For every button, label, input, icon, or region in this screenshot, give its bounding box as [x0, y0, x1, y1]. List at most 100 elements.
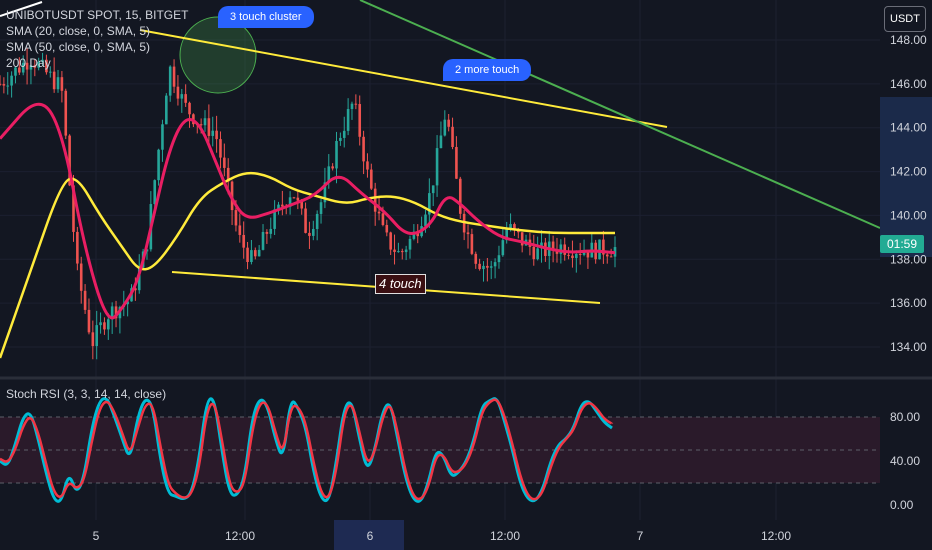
- candle-body: [41, 59, 44, 63]
- candle-body: [520, 232, 524, 246]
- candle-body: [455, 146, 458, 179]
- candle-body: [424, 214, 427, 227]
- candle-body: [6, 85, 10, 87]
- time-axis-highlight: [334, 520, 404, 550]
- candle-body: [45, 59, 48, 73]
- candle-body: [315, 213, 319, 230]
- candle-body: [2, 84, 6, 86]
- candle-body: [292, 197, 296, 199]
- sma20-legend[interactable]: SMA (20, close, 0, SMA, 5): [6, 24, 151, 38]
- candle-body: [493, 262, 497, 267]
- price-tick-label: 138.00: [890, 252, 927, 266]
- candle-body: [188, 102, 191, 115]
- candle-body: [199, 124, 203, 126]
- time-tick-label: 12:00: [761, 529, 791, 543]
- candle-body: [447, 119, 450, 127]
- candle-body: [253, 250, 257, 257]
- candle-body: [87, 309, 91, 333]
- sma-fast-line: [0, 102, 616, 320]
- candle-body: [261, 231, 265, 250]
- candle-body: [486, 265, 489, 268]
- candle-body: [25, 62, 29, 70]
- price-axis-highlight: [880, 97, 932, 257]
- more-touch-annotation[interactable]: 2 more touch: [443, 59, 532, 81]
- price-tick-label: 142.00: [890, 165, 927, 179]
- candle-body: [578, 253, 582, 255]
- candle-body: [134, 288, 137, 291]
- candle-body: [385, 225, 389, 233]
- symbol-title[interactable]: UNIBOTUSDT SPOT, 15, BITGET: [6, 8, 189, 22]
- candle-body: [33, 65, 37, 68]
- currency-button[interactable]: USDT: [884, 6, 926, 32]
- candle-body: [350, 103, 354, 110]
- candle-body: [126, 301, 129, 305]
- candle-body: [95, 325, 98, 347]
- candle-body: [497, 255, 501, 263]
- candle-body: [451, 126, 454, 147]
- day200-legend[interactable]: 200 Day: [6, 56, 51, 70]
- candle-body: [312, 229, 315, 236]
- candle-body: [269, 228, 273, 234]
- candle-body: [215, 130, 218, 140]
- candle-body: [354, 103, 358, 105]
- candle-body: [443, 119, 447, 136]
- candle-body: [304, 208, 307, 233]
- candle-body: [48, 71, 52, 73]
- candle-body: [431, 185, 435, 194]
- candle-body: [373, 188, 377, 212]
- candle-body: [366, 161, 369, 170]
- candle-body: [56, 77, 60, 90]
- candle-body: [346, 109, 350, 131]
- candle-body: [203, 118, 207, 126]
- candle-body: [505, 228, 508, 241]
- candle-body: [21, 62, 25, 73]
- resistance-trendline: [139, 29, 668, 128]
- candle-body: [99, 322, 102, 326]
- price-axis: 148.00 146.00 144.00 142.00 140.00 138.00 136.…: [890, 33, 927, 354]
- green-trendline: [359, 0, 881, 229]
- candle-body: [242, 234, 245, 248]
- candle-body: [358, 104, 362, 137]
- candle-body: [288, 197, 292, 207]
- candle-body: [265, 231, 269, 234]
- candle-body: [238, 225, 242, 235]
- candle-body: [219, 139, 222, 158]
- time-tick-label: 12:00: [225, 529, 255, 543]
- cluster-annotation[interactable]: 3 touch cluster: [218, 6, 314, 28]
- time-axis: 5 12:00 6 12:00 7 12:00: [93, 529, 792, 543]
- candle-body: [52, 71, 56, 90]
- candle-body: [470, 234, 474, 254]
- candle-body: [157, 149, 160, 181]
- countdown-badge: 01:59: [880, 235, 924, 253]
- stoch-rsi-legend[interactable]: Stoch RSI (3, 3, 14, 14, close): [6, 387, 167, 401]
- rsi-tick-label: 40.00: [890, 454, 920, 468]
- candle-body: [408, 238, 412, 250]
- candle-body: [296, 197, 300, 201]
- candle-body: [223, 157, 226, 168]
- price-tick-label: 146.00: [890, 77, 927, 91]
- candle-body: [331, 166, 334, 169]
- candle-body: [428, 193, 431, 215]
- candle-body: [207, 118, 211, 136]
- candle-body: [91, 332, 95, 347]
- sma50-legend[interactable]: SMA (50, close, 0, SMA, 5): [6, 40, 151, 54]
- price-tick-label: 148.00: [890, 33, 927, 47]
- candle-body: [281, 204, 284, 207]
- four-touch-annotation[interactable]: 4 touch: [375, 274, 426, 294]
- candle-body: [107, 319, 110, 330]
- candle-body: [478, 263, 481, 270]
- candle-body: [435, 148, 439, 186]
- candle-body: [602, 239, 605, 255]
- candle-body: [277, 204, 280, 210]
- candle-body: [68, 135, 71, 186]
- rsi-band-lines: [0, 416, 880, 484]
- candle-body: [323, 182, 327, 203]
- candle-body: [327, 166, 331, 183]
- candle-body: [575, 253, 578, 259]
- touch-cluster-circle: [179, 16, 257, 94]
- time-tick-label: 6: [367, 529, 374, 543]
- candle-body: [586, 252, 590, 258]
- rsi-tick-label: 80.00: [890, 410, 920, 424]
- candle-body: [37, 62, 40, 68]
